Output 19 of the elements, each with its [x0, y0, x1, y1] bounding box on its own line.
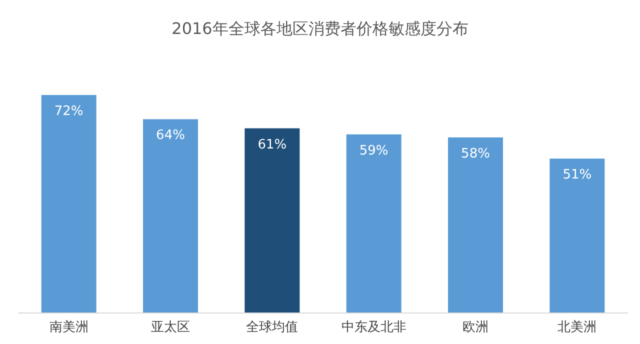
bar: [550, 158, 605, 313]
data-label: 51%: [562, 168, 592, 183]
x-tick-label: 南美洲: [49, 319, 88, 335]
bar: [244, 128, 300, 313]
bar: [448, 137, 503, 313]
data-label: 61%: [258, 137, 287, 152]
x-tick-label: 北美洲: [558, 319, 597, 335]
x-tick-label: 中东及北非: [341, 320, 406, 335]
bar: [41, 95, 96, 313]
chart-title: 2016年全球各地区消费者价格敏感度分布: [172, 19, 468, 38]
x-tick-label: 欧洲: [462, 320, 488, 335]
x-tick-label: 全球均值: [246, 320, 298, 335]
data-label: 72%: [54, 104, 84, 119]
bar: [143, 119, 198, 313]
x-tick-label: 亚太区: [151, 320, 190, 335]
data-label: 58%: [461, 146, 490, 162]
bar: [346, 134, 402, 313]
data-label: 59%: [359, 143, 388, 158]
data-label: 64%: [156, 128, 185, 144]
